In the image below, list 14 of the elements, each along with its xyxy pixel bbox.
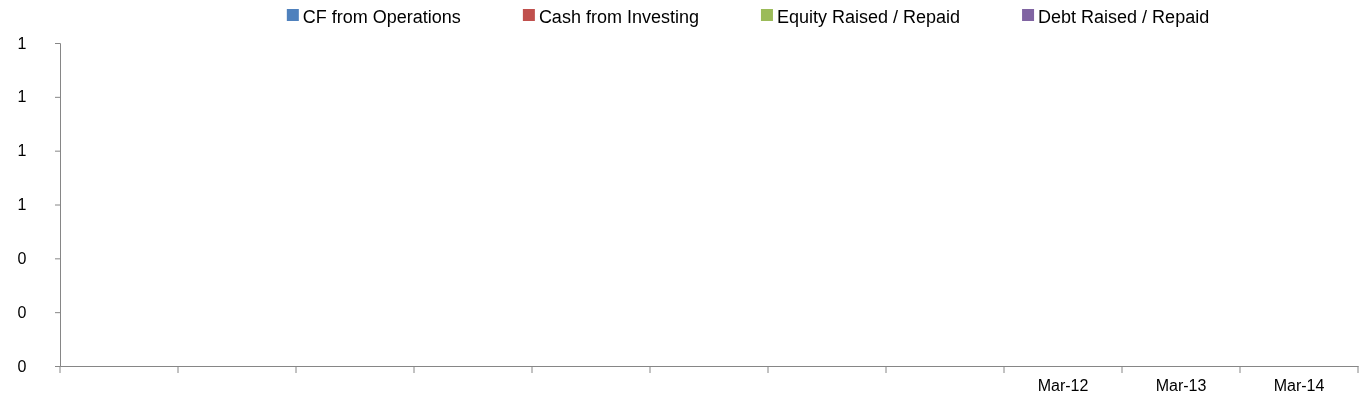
- y-tick-label: 0: [17, 249, 27, 267]
- y-tick-label: 1: [17, 142, 27, 160]
- legend-label: Debt Raised / Repaid: [1038, 7, 1210, 27]
- legend-label: Equity Raised / Repaid: [776, 7, 961, 27]
- y-tick-label: 0: [17, 303, 27, 321]
- legend-label: CF from Operations: [302, 7, 461, 27]
- x-tick-label: Mar-12: [1037, 377, 1089, 394]
- y-tick-label: 1: [17, 88, 27, 106]
- y-tick-label: 0: [17, 357, 27, 375]
- y-tick-label: 1: [17, 34, 27, 52]
- y-tick-label: 1: [17, 196, 27, 214]
- x-tick-label: Mar-13: [1155, 377, 1207, 394]
- legend-label: Cash from Investing: [538, 7, 699, 27]
- x-tick-label: Mar-14: [1273, 377, 1325, 394]
